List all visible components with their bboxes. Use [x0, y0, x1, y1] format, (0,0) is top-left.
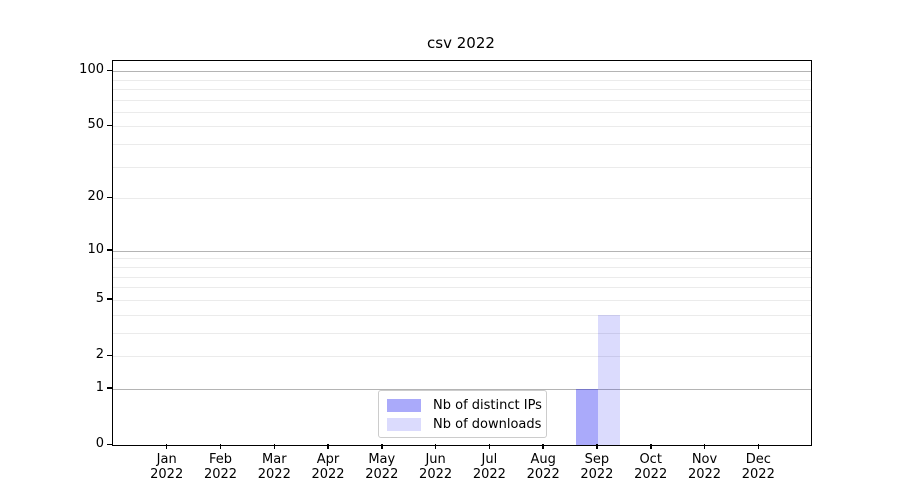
x-tick-label: Dec 2022 [726, 452, 790, 482]
x-tick-label: Jan 2022 [135, 452, 199, 482]
legend-swatch [387, 418, 421, 431]
x-tick-month: Jul [481, 452, 498, 467]
minor-gridline [113, 276, 811, 278]
x-tick-mark [327, 444, 329, 449]
x-tick-year: 2022 [419, 467, 453, 482]
minor-gridline [113, 299, 811, 301]
x-tick-label: Jul 2022 [457, 452, 521, 482]
x-tick-year: 2022 [687, 467, 722, 482]
minor-gridline [113, 314, 811, 316]
x-tick-mark [542, 444, 544, 449]
minor-gridline [113, 88, 811, 90]
x-tick-month: Apr [316, 452, 340, 467]
y-tick-label: 0 [95, 436, 104, 451]
major-gridline [113, 388, 811, 390]
y-tick-label: 20 [87, 189, 104, 205]
major-gridline [113, 250, 811, 252]
minor-gridline [113, 79, 811, 81]
y-tick-mark [107, 124, 112, 127]
legend-item: Nb of downloads [387, 415, 542, 434]
x-tick-month: Jan [156, 452, 177, 467]
x-tick-year: 2022 [741, 467, 775, 482]
x-tick-label: Oct 2022 [619, 452, 683, 482]
major-gridline [113, 71, 811, 72]
x-tick-mark [596, 444, 598, 449]
x-tick-mark [650, 444, 652, 449]
y-tick-mark [107, 196, 112, 199]
minor-gridline [113, 126, 811, 128]
y-tick-mark [107, 249, 112, 251]
y-tick-mark [107, 354, 112, 356]
y-tick-mark [107, 298, 112, 300]
bar-downloads [597, 314, 620, 445]
x-tick-mark [434, 444, 437, 449]
x-tick-year: 2022 [257, 467, 291, 482]
x-tick-year: 2022 [203, 467, 238, 482]
x-tick-label: Apr 2022 [296, 452, 360, 482]
x-tick-year: 2022 [311, 467, 345, 482]
x-tick-label: Feb 2022 [189, 452, 253, 482]
x-tick-label: Nov 2022 [673, 452, 737, 482]
x-tick-month: Aug [530, 452, 556, 467]
x-tick-year: 2022 [365, 467, 399, 482]
x-tick-year: 2022 [472, 467, 506, 482]
x-tick-month: Nov [691, 452, 718, 467]
x-tick-mark [757, 444, 759, 449]
legend: Nb of distinct IPs Nb of downloads [378, 390, 547, 438]
legend-label: Nb of downloads [433, 417, 542, 432]
legend-label: Nb of distinct IPs [433, 398, 542, 413]
minor-gridline [113, 356, 811, 357]
x-tick-month: Feb [208, 452, 233, 467]
x-tick-mark [273, 444, 275, 449]
x-tick-month: Mar [262, 452, 287, 467]
plot-area: Nb of distinct IPs Nb of downloads [112, 60, 812, 446]
minor-gridline [113, 258, 811, 260]
y-tick-mark [107, 69, 112, 71]
x-tick-month: Dec [745, 452, 771, 467]
minor-gridline [113, 267, 811, 268]
x-tick-mark [703, 444, 706, 449]
y-tick-label: 2 [95, 347, 104, 362]
x-tick-label: Sep 2022 [565, 452, 629, 482]
x-tick-month: May [368, 452, 396, 467]
chart-title: csv 2022 [427, 34, 495, 52]
x-tick-year: 2022 [634, 467, 668, 482]
y-tick-label: 1 [95, 379, 104, 395]
x-tick-label: Aug 2022 [511, 452, 575, 482]
minor-gridline [113, 99, 811, 101]
x-tick-mark [488, 444, 491, 449]
y-tick-mark [107, 387, 112, 389]
x-tick-label: Jun 2022 [404, 452, 468, 482]
x-tick-year: 2022 [526, 467, 560, 482]
minor-gridline [113, 287, 811, 289]
x-tick-year: 2022 [580, 467, 614, 482]
y-tick-mark [107, 443, 112, 445]
x-tick-month: Jun [425, 452, 446, 467]
minor-gridline [113, 166, 811, 168]
y-tick-label: 10 [87, 241, 104, 257]
x-tick-month: Sep [584, 452, 610, 467]
x-tick-label: Mar 2022 [242, 452, 306, 482]
minor-gridline [113, 144, 811, 146]
minor-gridline [113, 332, 811, 334]
legend-swatch [387, 399, 421, 412]
x-tick-label: May 2022 [350, 452, 414, 482]
x-tick-mark [219, 444, 222, 449]
x-tick-mark [381, 444, 383, 449]
legend-item: Nb of distinct IPs [387, 396, 542, 415]
x-tick-year: 2022 [150, 467, 184, 482]
y-tick-label: 5 [95, 290, 104, 306]
y-tick-label: 50 [87, 117, 104, 133]
minor-gridline [113, 198, 811, 200]
x-tick-month: Oct [639, 452, 662, 467]
x-tick-mark [165, 444, 168, 449]
bar-distinct-ips [575, 388, 598, 445]
minor-gridline [113, 111, 811, 113]
y-tick-label: 100 [79, 62, 104, 77]
